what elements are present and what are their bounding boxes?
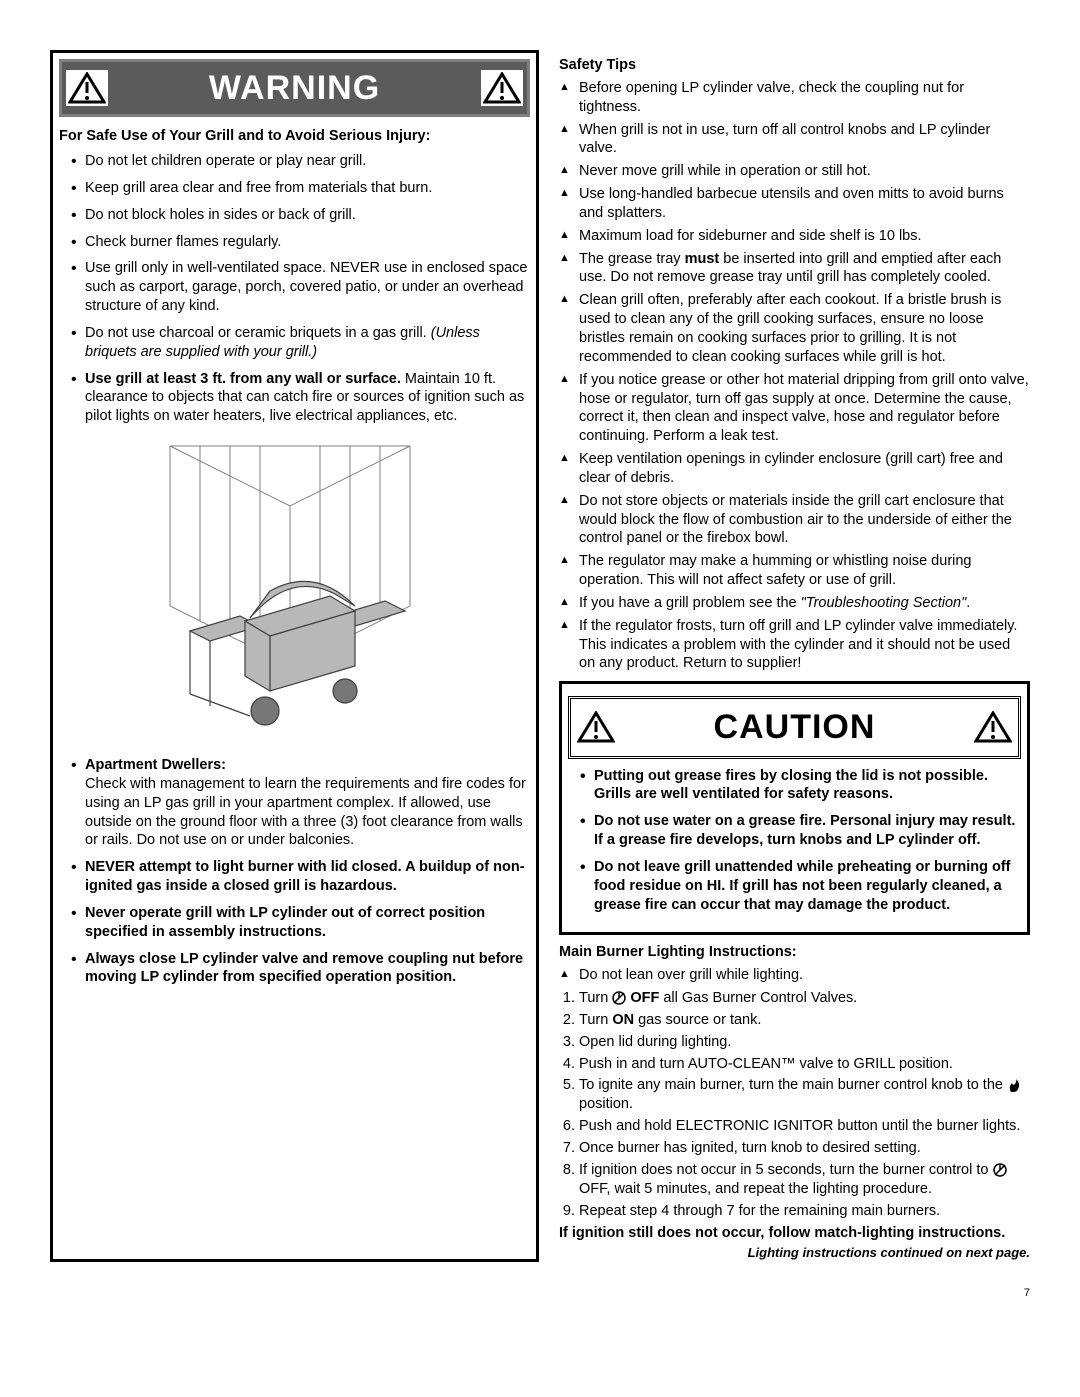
caution-item: Do not leave grill unattended while preh… xyxy=(580,858,1021,915)
warning-item: Check burner flames regularly. xyxy=(71,233,530,252)
page: WARNING For Safe Use of Your Grill and t… xyxy=(50,50,1030,1262)
safety-tip-item: The grease tray must be inserted into gr… xyxy=(559,250,1030,288)
lighting-step: Turn ON gas source or tank. xyxy=(579,1011,1030,1030)
safety-tip-item: When grill is not in use, turn off all c… xyxy=(559,121,1030,159)
warning-triangle-icon xyxy=(66,70,108,106)
page-number: 7 xyxy=(50,1286,1030,1300)
warning-item: Do not block holes in sides or back of g… xyxy=(71,206,530,225)
safety-tip-item: Before opening LP cylinder valve, check … xyxy=(559,79,1030,117)
warning-triangle-icon xyxy=(575,709,617,745)
warning-triangle-icon xyxy=(972,709,1014,745)
lighting-heading: Main Burner Lighting Instructions: xyxy=(559,943,1030,962)
safety-tips-list: Before opening LP cylinder valve, check … xyxy=(559,79,1030,673)
knob-icon xyxy=(612,991,626,1005)
warning-item: Never operate grill with LP cylinder out… xyxy=(71,904,530,942)
lighting-step: Repeat step 4 through 7 for the remainin… xyxy=(579,1202,1030,1221)
safety-tip-item: Clean grill often, preferably after each… xyxy=(559,291,1030,366)
warning-item: Use grill only in well-ventilated space.… xyxy=(71,259,530,316)
lighting-step: Open lid during lighting. xyxy=(579,1033,1030,1052)
caution-banner-text: CAUTION xyxy=(617,705,972,749)
warning-list: Do not let children operate or play near… xyxy=(59,152,530,426)
warning-item: Use grill at least 3 ft. from any wall o… xyxy=(71,370,530,427)
caution-list: Putting out grease fires by closing the … xyxy=(568,767,1021,915)
caution-item: Putting out grease fires by closing the … xyxy=(580,767,1021,805)
caution-panel: CAUTION Putting out grease fires by clos… xyxy=(559,681,1030,935)
continued-text: Lighting instructions continued on next … xyxy=(748,1245,1030,1262)
safety-tip-item: If you have a grill problem see the "Tro… xyxy=(559,594,1030,613)
lighting-warning: Do not lean over grill while lighting. xyxy=(559,966,1030,985)
caution-item: Do not use water on a grease fire. Perso… xyxy=(580,812,1021,850)
lighting-step: Turn OFF all Gas Burner Control Valves. xyxy=(579,989,1030,1008)
knob-icon xyxy=(993,1163,1007,1177)
warning-triangle-icon xyxy=(481,70,523,106)
caution-banner: CAUTION xyxy=(568,696,1021,758)
warning-item: Apartment Dwellers:Check with management… xyxy=(71,756,530,850)
continued-note: Lighting instructions continued on next … xyxy=(559,1245,1030,1262)
lighting-step: Push and hold ELECTRONIC IGNITOR button … xyxy=(579,1117,1030,1136)
warning-item: Do not let children operate or play near… xyxy=(71,152,530,171)
safety-tip-item: If the regulator frosts, turn off grill … xyxy=(559,617,1030,674)
safety-tip-item: If you notice grease or other hot materi… xyxy=(559,371,1030,446)
warning-item: Always close LP cylinder valve and remov… xyxy=(71,950,530,988)
warning-banner: WARNING xyxy=(59,59,530,117)
lighting-footer-bold: If ignition still does not occur, follow… xyxy=(559,1224,1030,1243)
lighting-tri-item: Do not lean over grill while lighting. xyxy=(559,966,1030,985)
warning-item: Do not use charcoal or ceramic briquets … xyxy=(71,324,530,362)
safety-tips-heading: Safety Tips xyxy=(559,56,1030,75)
warning-panel: WARNING For Safe Use of Your Grill and t… xyxy=(50,50,539,1262)
safety-tip-item: Never move grill while in operation or s… xyxy=(559,162,1030,181)
warning-banner-text: WARNING xyxy=(108,66,481,110)
lighting-steps: Turn OFF all Gas Burner Control Valves. T… xyxy=(559,989,1030,1220)
safety-tip-item: Use long-handled barbecue utensils and o… xyxy=(559,185,1030,223)
lighting-step: Push in and turn AUTO-CLEAN™ valve to GR… xyxy=(579,1055,1030,1074)
lighting-step: If ignition does not occur in 5 seconds,… xyxy=(579,1161,1030,1199)
right-column: Safety Tips Before opening LP cylinder v… xyxy=(559,50,1030,1262)
warning-item: Keep grill area clear and free from mate… xyxy=(71,179,530,198)
safety-tip-item: Do not store objects or materials inside… xyxy=(559,492,1030,549)
lighting-step: Once burner has ignited, turn knob to de… xyxy=(579,1139,1030,1158)
grill-clearance-figure xyxy=(59,436,530,742)
lighting-step: To ignite any main burner, turn the main… xyxy=(579,1076,1030,1114)
safety-tip-item: The regulator may make a humming or whis… xyxy=(559,552,1030,590)
warning-intro: For Safe Use of Your Grill and to Avoid … xyxy=(59,127,530,146)
flame-icon xyxy=(1007,1079,1021,1093)
safety-tip-item: Maximum load for sideburner and side she… xyxy=(559,227,1030,246)
warning-list-after: Apartment Dwellers:Check with management… xyxy=(59,756,530,987)
safety-tip-item: Keep ventilation openings in cylinder en… xyxy=(559,450,1030,488)
warning-item: NEVER attempt to light burner with lid c… xyxy=(71,858,530,896)
